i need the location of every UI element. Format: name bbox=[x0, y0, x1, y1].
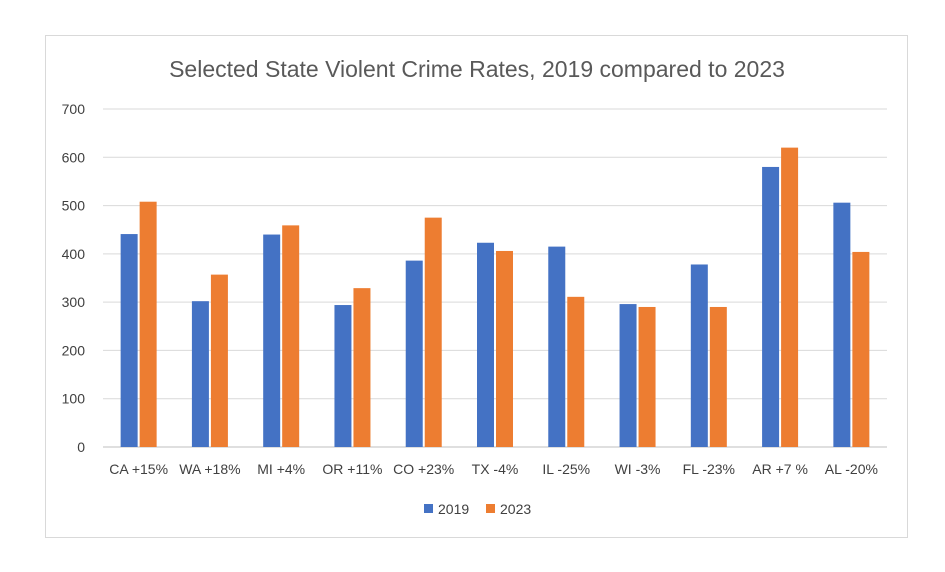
bar-2019-3 bbox=[334, 305, 352, 447]
bar-2019-8 bbox=[690, 264, 708, 447]
bar-2023-2 bbox=[282, 225, 300, 447]
legend-label-2023: 2023 bbox=[500, 501, 531, 517]
x-tick-label: WA +18% bbox=[179, 461, 240, 477]
bar-2023-10 bbox=[852, 251, 870, 447]
y-tick-label: 300 bbox=[62, 294, 86, 310]
bar-2019-6 bbox=[548, 246, 566, 447]
y-tick-label: 100 bbox=[62, 391, 86, 407]
y-tick-label: 600 bbox=[62, 149, 86, 165]
legend: 2019 2023 bbox=[424, 501, 531, 517]
y-axis-ticks: 0 100 200 300 400 500 600 700 bbox=[62, 101, 86, 455]
chart-title: Selected State Violent Crime Rates, 2019… bbox=[169, 56, 785, 82]
legend-label-2019: 2019 bbox=[438, 501, 469, 517]
gridlines bbox=[103, 108, 887, 448]
bar-2019-4 bbox=[405, 260, 423, 447]
bar-2023-3 bbox=[353, 288, 371, 447]
y-tick-label: 700 bbox=[62, 101, 86, 117]
y-tick-label: 500 bbox=[62, 198, 86, 214]
x-tick-label: CO +23% bbox=[393, 461, 454, 477]
x-axis-ticks: CA +15% WA +18% MI +4% OR +11% CO +23% TX -4%… bbox=[109, 461, 878, 477]
x-tick-label: CA +15% bbox=[109, 461, 168, 477]
bar-2019-10 bbox=[833, 202, 851, 447]
x-tick-label: FL -23% bbox=[683, 461, 735, 477]
bar-2023-8 bbox=[709, 306, 727, 447]
bars bbox=[120, 147, 870, 447]
bar-2019-1 bbox=[191, 301, 209, 447]
y-tick-label: 0 bbox=[77, 439, 85, 455]
x-tick-label: TX -4% bbox=[472, 461, 519, 477]
bar-2023-5 bbox=[496, 250, 513, 447]
bar-2019-9 bbox=[762, 166, 780, 447]
bar-2019-5 bbox=[477, 242, 494, 447]
bar-2023-0 bbox=[139, 201, 157, 447]
bar-2019-7 bbox=[619, 304, 637, 447]
x-tick-label: AL -20% bbox=[825, 461, 878, 477]
bar-2023-7 bbox=[638, 306, 656, 447]
x-tick-label: IL -25% bbox=[542, 461, 590, 477]
bar-2023-4 bbox=[424, 217, 442, 447]
x-tick-label: AR +7 % bbox=[752, 461, 808, 477]
legend-swatch-2023 bbox=[486, 504, 495, 513]
x-tick-label: OR +11% bbox=[322, 461, 382, 477]
y-tick-label: 400 bbox=[62, 246, 86, 262]
bar-2019-2 bbox=[263, 234, 281, 447]
legend-swatch-2019 bbox=[424, 504, 433, 513]
bar-2023-6 bbox=[567, 296, 585, 447]
bar-2023-1 bbox=[210, 274, 228, 447]
bar-2023-9 bbox=[781, 147, 799, 447]
x-tick-label: MI +4% bbox=[257, 461, 305, 477]
bar-2019-0 bbox=[120, 234, 138, 447]
y-tick-label: 200 bbox=[62, 342, 86, 358]
x-tick-label: WI -3% bbox=[615, 461, 661, 477]
